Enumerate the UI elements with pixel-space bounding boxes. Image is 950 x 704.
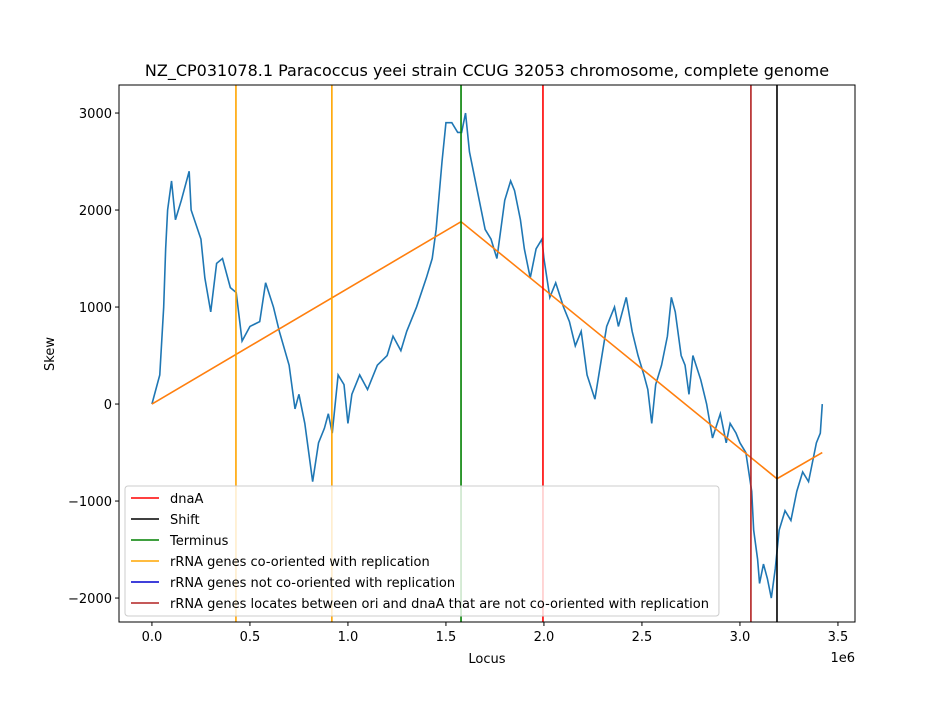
x-tick-label: 3.5 (828, 630, 849, 645)
y-axis-label: Skew (43, 337, 58, 371)
x-tick-label: 0.0 (142, 630, 163, 645)
y-tick-label: 3000 (79, 107, 112, 122)
y-tick-label: −2000 (68, 592, 112, 607)
y-tick-label: −1000 (68, 495, 112, 510)
legend: dnaA Shift Terminus rRNA genes co-oriented … (124, 485, 720, 617)
legend-label: Terminus (169, 534, 229, 549)
legend-label: Shift (170, 513, 200, 528)
x-tick-label: 0.5 (240, 630, 261, 645)
x-tick-label: 3.0 (730, 630, 751, 645)
x-offset-label: 1e6 (830, 651, 855, 666)
series-line (151, 112, 824, 599)
x-tick-label: 1.0 (338, 630, 359, 645)
y-tick-label: 2000 (79, 204, 112, 219)
chart-title: NZ_CP031078.1 Paracoccus yeei strain CCU… (145, 61, 829, 81)
axes-frame (118, 84, 856, 623)
legend-label: dnaA (170, 492, 203, 507)
legend-box (124, 485, 720, 617)
legend-label: rRNA genes locates between ori and dnaA … (170, 597, 709, 612)
x-tick-label: 2.0 (534, 630, 555, 645)
legend-label: rRNA genes not co-oriented with replicat… (170, 576, 455, 591)
y-tick-label: 0 (104, 398, 112, 413)
legend-label: rRNA genes co-oriented with replication (170, 555, 430, 570)
axes: 0.0 0.5 1.0 1.5 2.0 2.5 3.0 3.5 −2000 −1000 0 1000 2… (68, 84, 856, 645)
x-tick-label: 2.5 (632, 630, 653, 645)
y-tick-label: 1000 (79, 301, 112, 316)
x-axis-label: Locus (468, 652, 505, 667)
x-tick-label: 1.5 (436, 630, 457, 645)
series-line (151, 220, 823, 480)
